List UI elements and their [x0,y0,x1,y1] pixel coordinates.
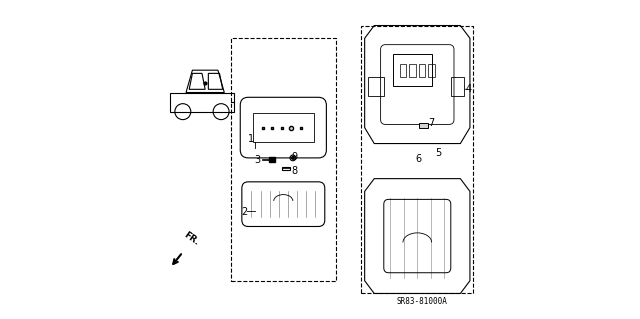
Text: SR83-81000A: SR83-81000A [397,297,447,306]
Bar [410,64,416,77]
Text: 7: 7 [429,118,435,128]
Text: 3: 3 [255,155,261,165]
Bar [428,64,435,77]
Text: 1: 1 [248,134,255,144]
Bar [368,77,384,96]
Bar [282,167,290,170]
Text: 6: 6 [416,154,422,165]
Text: 9: 9 [291,152,298,162]
Text: 2: 2 [241,207,247,217]
Bar [419,123,428,128]
Bar [253,113,314,142]
Text: 8: 8 [291,166,298,176]
Bar [419,64,425,77]
Bar [451,77,463,96]
Text: FR.: FR. [182,230,201,247]
Circle shape [292,157,294,159]
Text: 4: 4 [465,84,472,94]
Bar [269,157,275,162]
Text: 5: 5 [435,148,441,158]
Bar [400,64,406,77]
Bar [394,54,431,86]
